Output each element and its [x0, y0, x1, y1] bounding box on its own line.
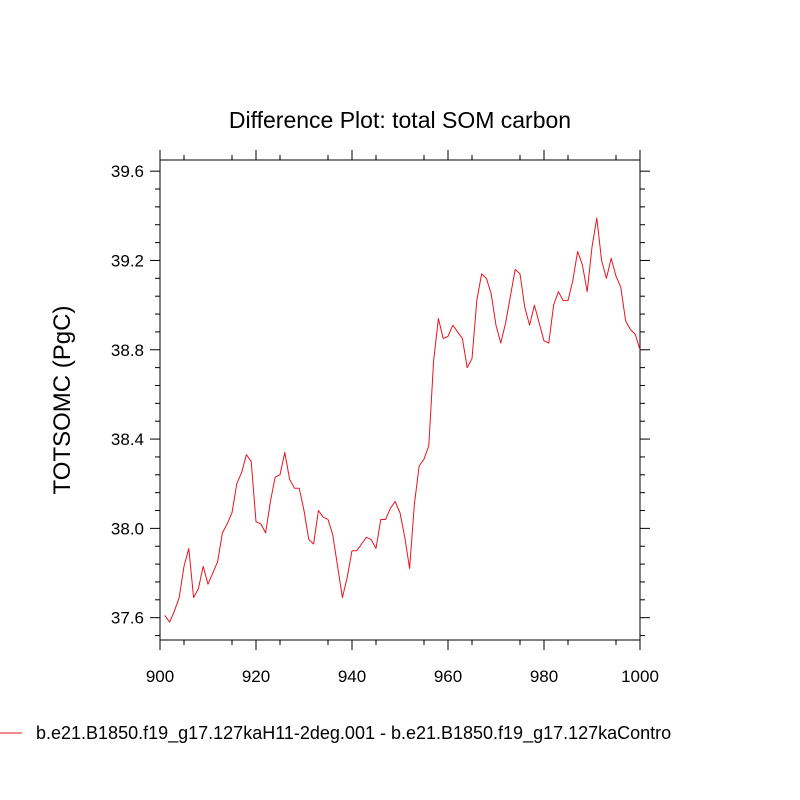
axis-ticks — [150, 150, 650, 650]
y-tick-label: 39.6 — [111, 162, 144, 181]
y-tick-label: 39.2 — [111, 251, 144, 270]
x-tick-label: 980 — [530, 667, 558, 686]
y-axis-label: TOTSOMC (PgC) — [49, 306, 76, 495]
x-tick-label: 960 — [434, 667, 462, 686]
y-tick-label: 38.8 — [111, 341, 144, 360]
y-tick-label: 38.0 — [111, 519, 144, 538]
series-group — [164, 217, 641, 623]
legend: b.e21.B1850.f19_g17.127kaH11-2deg.001 - … — [0, 723, 671, 744]
x-tick-label: 900 — [146, 667, 174, 686]
y-tick-label: 37.6 — [111, 609, 144, 628]
y-tick-label: 38.4 — [111, 430, 144, 449]
axis-tick-labels: 900 920 940 960 980 1000 37.6 38.0 38.4 38.8 39.2 3… — [111, 162, 659, 686]
x-tick-label: 920 — [242, 667, 270, 686]
chart-title: Difference Plot: total SOM carbon — [229, 107, 571, 133]
plot-frame — [159, 159, 641, 641]
series-line — [164, 217, 641, 623]
x-tick-label: 940 — [338, 667, 366, 686]
legend-label: b.e21.B1850.f19_g17.127kaH11-2deg.001 - … — [36, 723, 671, 744]
x-tick-label: 1000 — [621, 667, 659, 686]
